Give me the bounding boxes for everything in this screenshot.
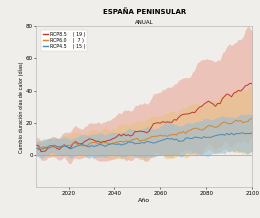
- Legend: RCP8.5    ( 19 ), RCP6.0    (  7 ), RCP4.5    ( 15 ): RCP8.5 ( 19 ), RCP6.0 ( 7 ), RCP4.5 ( 15…: [41, 30, 87, 51]
- Text: ANUAL: ANUAL: [135, 20, 154, 25]
- Y-axis label: Cambio duración olas de calor (días): Cambio duración olas de calor (días): [18, 61, 24, 153]
- Text: ESPAÑA PENINSULAR: ESPAÑA PENINSULAR: [103, 8, 186, 15]
- X-axis label: Año: Año: [138, 198, 150, 203]
